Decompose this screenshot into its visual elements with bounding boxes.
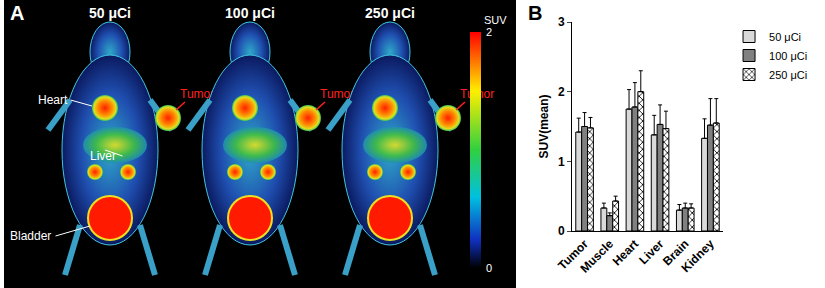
svg-text:50 μCi: 50 μCi (769, 31, 801, 43)
svg-text:Liver: Liver (90, 149, 116, 163)
svg-text:2: 2 (486, 26, 492, 38)
svg-text:Tumor: Tumor (180, 87, 215, 101)
svg-text:250 μCi: 250 μCi (769, 69, 807, 81)
svg-text:SUV: SUV (484, 14, 507, 26)
svg-text:Tumor: Tumor (320, 87, 355, 101)
svg-text:0: 0 (486, 262, 492, 274)
svg-text:0: 0 (558, 224, 565, 238)
svg-text:Bladder: Bladder (10, 229, 51, 243)
svg-text:50 μCi: 50 μCi (89, 5, 131, 21)
svg-text:2: 2 (558, 85, 565, 99)
svg-text:SUV(mean): SUV(mean) (537, 94, 551, 158)
svg-text:250 μCi: 250 μCi (365, 5, 415, 21)
svg-text:A: A (10, 2, 24, 24)
svg-text:Heart: Heart (38, 93, 68, 107)
svg-text:3: 3 (558, 15, 565, 29)
svg-text:Liver: Liver (636, 237, 666, 267)
svg-text:100 μCi: 100 μCi (225, 5, 275, 21)
svg-text:1: 1 (558, 155, 565, 169)
svg-text:Kidney: Kidney (679, 237, 717, 275)
html-text:B: B (528, 2, 543, 24)
svg-text:Brain: Brain (660, 237, 692, 269)
svg-text:Tumor: Tumor (460, 87, 495, 101)
svg-text:Tumor: Tumor (555, 237, 591, 273)
svg-text:Muscle: Muscle (577, 237, 616, 276)
svg-text:Heart: Heart (610, 237, 642, 269)
svg-text:100 μCi: 100 μCi (769, 50, 807, 62)
